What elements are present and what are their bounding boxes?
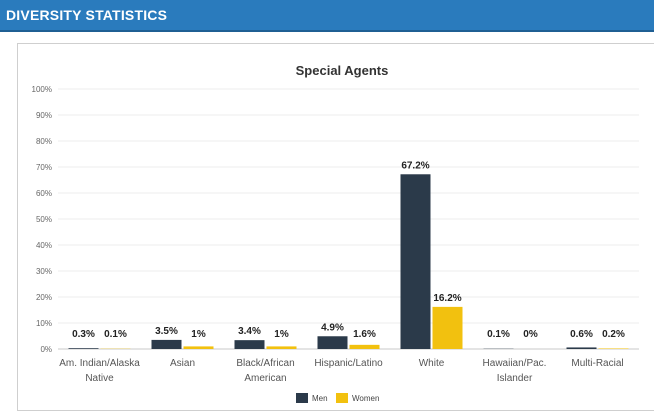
y-tick-label: 30% — [36, 267, 52, 276]
legend-label-women: Women — [352, 394, 379, 403]
data-label: 0.3% — [72, 329, 95, 340]
x-tick-label: American — [244, 373, 286, 384]
bar-men — [151, 339, 182, 349]
x-tick-label: Hawaiian/Pac. — [483, 358, 547, 369]
bar-women — [598, 348, 629, 349]
y-tick-label: 90% — [36, 111, 52, 120]
y-tick-label: 50% — [36, 215, 52, 224]
legend-swatch-men — [296, 393, 308, 403]
legend-swatch-women — [336, 393, 348, 403]
bar-men — [566, 347, 597, 349]
data-label: 16.2% — [433, 293, 461, 304]
data-label: 3.4% — [238, 326, 261, 337]
x-tick-label: White — [419, 358, 445, 369]
x-tick-label: Islander — [497, 373, 533, 384]
y-tick-label: 100% — [32, 85, 52, 94]
x-tick-label: Hispanic/Latino — [314, 358, 383, 369]
y-tick-label: 0% — [40, 345, 52, 354]
chart-panel — [17, 43, 654, 411]
header-bar: DIVERSITY STATISTICS — [0, 0, 654, 30]
bar-men — [234, 340, 265, 349]
data-label: 0.1% — [487, 329, 510, 340]
y-tick-label: 40% — [36, 241, 52, 250]
x-tick-label: Native — [85, 373, 114, 384]
bar-men — [68, 348, 99, 349]
bar-women — [183, 346, 214, 349]
x-tick-label: Multi-Racial — [571, 358, 623, 369]
header-divider — [0, 30, 654, 32]
y-tick-label: 10% — [36, 319, 52, 328]
bar-women — [349, 344, 380, 349]
data-label: 0% — [523, 329, 538, 340]
x-tick-label: Am. Indian/Alaska — [59, 358, 140, 369]
bar-men — [400, 174, 431, 349]
x-tick-label: Asian — [170, 358, 195, 369]
bar-men — [317, 336, 348, 349]
y-tick-label: 20% — [36, 293, 52, 302]
data-label: 1.6% — [353, 329, 376, 340]
y-tick-label: 80% — [36, 137, 52, 146]
data-label: 1% — [191, 329, 206, 340]
page-title: DIVERSITY STATISTICS — [6, 7, 168, 23]
data-label: 67.2% — [401, 160, 429, 171]
data-label: 0.1% — [104, 329, 127, 340]
bar-women — [266, 346, 297, 349]
x-tick-label: Black/African — [236, 358, 294, 369]
data-label: 1% — [274, 329, 289, 340]
bar-women — [432, 306, 463, 349]
y-tick-label: 60% — [36, 189, 52, 198]
y-tick-label: 70% — [36, 163, 52, 172]
legend-label-men: Men — [312, 394, 328, 403]
data-label: 0.6% — [570, 329, 593, 340]
data-label: 0.2% — [602, 329, 625, 340]
chart-title: Special Agents — [296, 63, 389, 78]
data-label: 3.5% — [155, 326, 178, 337]
data-label: 4.9% — [321, 322, 344, 333]
